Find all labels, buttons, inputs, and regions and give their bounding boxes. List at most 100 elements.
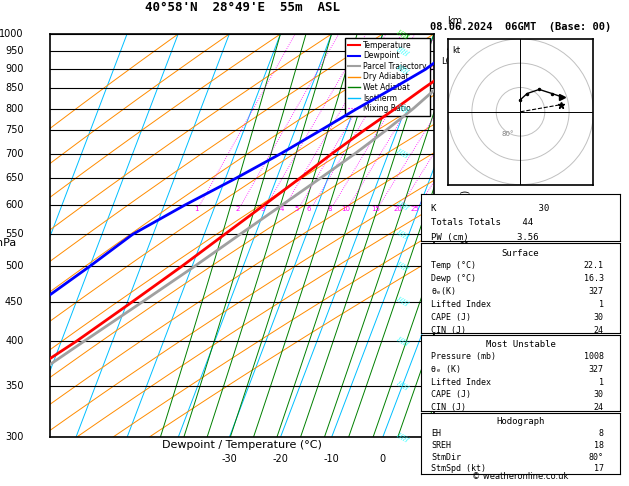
Text: 1: 1 bbox=[599, 378, 604, 386]
Text: 327: 327 bbox=[589, 364, 604, 374]
Text: 750: 750 bbox=[5, 125, 23, 136]
Text: kt: kt bbox=[452, 46, 460, 55]
Text: Most Unstable: Most Unstable bbox=[486, 340, 555, 349]
Text: /////: ///// bbox=[396, 432, 409, 443]
Text: 300: 300 bbox=[5, 433, 23, 442]
Text: 550: 550 bbox=[5, 229, 23, 239]
X-axis label: Dewpoint / Temperature (°C): Dewpoint / Temperature (°C) bbox=[162, 440, 322, 450]
Text: CAPE (J): CAPE (J) bbox=[431, 390, 471, 399]
Text: /////: ///// bbox=[396, 148, 409, 159]
Text: 700: 700 bbox=[5, 149, 23, 158]
Text: /////: ///// bbox=[396, 335, 409, 347]
Text: 16.3: 16.3 bbox=[584, 274, 604, 283]
Text: 80°: 80° bbox=[501, 131, 513, 137]
Text: PW (cm)         3.56: PW (cm) 3.56 bbox=[431, 233, 539, 242]
Text: hPa: hPa bbox=[0, 238, 16, 248]
Text: Totals Totals    44: Totals Totals 44 bbox=[431, 218, 533, 227]
Text: /////: ///// bbox=[396, 380, 409, 391]
Text: 8: 8 bbox=[449, 381, 455, 390]
Text: 24: 24 bbox=[594, 403, 604, 412]
Text: 80°: 80° bbox=[589, 452, 604, 462]
Text: Dewp (°C): Dewp (°C) bbox=[431, 274, 476, 283]
Text: 1000: 1000 bbox=[0, 29, 23, 39]
Text: 650: 650 bbox=[5, 174, 23, 183]
Text: 5: 5 bbox=[449, 230, 454, 239]
Text: 900: 900 bbox=[5, 64, 23, 74]
Text: 08.06.2024  06GMT  (Base: 00): 08.06.2024 06GMT (Base: 00) bbox=[430, 22, 611, 32]
Text: 20: 20 bbox=[479, 453, 491, 464]
Text: 17: 17 bbox=[594, 465, 604, 473]
Text: 850: 850 bbox=[5, 84, 23, 93]
Text: θₑ (K): θₑ (K) bbox=[431, 364, 461, 374]
Text: SREH: SREH bbox=[431, 441, 452, 450]
Text: /////: ///// bbox=[396, 46, 409, 57]
Text: 10: 10 bbox=[428, 453, 440, 464]
Text: 450: 450 bbox=[5, 296, 23, 307]
Text: CIN (J): CIN (J) bbox=[431, 403, 466, 412]
Text: 4: 4 bbox=[449, 201, 454, 209]
Text: 25: 25 bbox=[411, 206, 420, 212]
Text: -10: -10 bbox=[324, 453, 340, 464]
Text: ASL: ASL bbox=[447, 42, 465, 52]
Text: 15: 15 bbox=[371, 206, 380, 212]
Text: 400: 400 bbox=[5, 336, 23, 346]
Legend: Temperature, Dewpoint, Parcel Trajectory, Dry Adiabat, Wet Adiabat, Isotherm, Mi: Temperature, Dewpoint, Parcel Trajectory… bbox=[345, 38, 430, 116]
Text: /////: ///// bbox=[396, 200, 409, 211]
Text: Surface: Surface bbox=[502, 249, 539, 258]
Text: CIN (J): CIN (J) bbox=[431, 326, 466, 335]
Text: LCL: LCL bbox=[442, 57, 457, 67]
Text: 40°58'N  28°49'E  55m  ASL: 40°58'N 28°49'E 55m ASL bbox=[145, 1, 340, 14]
Text: 1: 1 bbox=[599, 300, 604, 309]
Text: /////: ///// bbox=[396, 260, 409, 272]
Text: 7: 7 bbox=[449, 336, 455, 346]
Text: 5.5: 5.5 bbox=[449, 262, 462, 271]
Text: 4: 4 bbox=[279, 206, 284, 212]
Text: /////: ///// bbox=[396, 103, 409, 114]
Text: km: km bbox=[447, 16, 462, 26]
Text: θₑ(K): θₑ(K) bbox=[431, 287, 456, 296]
Text: Lifted Index: Lifted Index bbox=[431, 378, 491, 386]
Text: 3: 3 bbox=[449, 149, 455, 158]
Text: StmSpd (kt): StmSpd (kt) bbox=[431, 465, 486, 473]
Text: /////: ///// bbox=[396, 29, 409, 39]
Text: Hodograph: Hodograph bbox=[496, 417, 545, 426]
Text: /////: ///// bbox=[396, 296, 409, 307]
Text: 500: 500 bbox=[5, 261, 23, 271]
Text: 22.1: 22.1 bbox=[584, 261, 604, 270]
Text: Lifted Index: Lifted Index bbox=[431, 300, 491, 309]
Text: /////: ///// bbox=[396, 64, 409, 75]
Text: 1008: 1008 bbox=[584, 352, 604, 361]
Text: © weatheronline.co.uk: © weatheronline.co.uk bbox=[472, 472, 569, 481]
Text: 6: 6 bbox=[449, 297, 455, 306]
Text: 1: 1 bbox=[449, 65, 454, 74]
Text: 24: 24 bbox=[594, 326, 604, 335]
Text: 350: 350 bbox=[5, 381, 23, 391]
Text: Pressure (mb): Pressure (mb) bbox=[431, 352, 496, 361]
Text: 30: 30 bbox=[594, 313, 604, 322]
Text: Mixing Ratio (g/kg): Mixing Ratio (g/kg) bbox=[462, 190, 471, 282]
Text: 18: 18 bbox=[594, 441, 604, 450]
Text: 800: 800 bbox=[5, 104, 23, 114]
Text: 1: 1 bbox=[194, 206, 198, 212]
Text: 3: 3 bbox=[260, 206, 265, 212]
Text: 8: 8 bbox=[327, 206, 331, 212]
Text: -20: -20 bbox=[272, 453, 288, 464]
Text: /////: ///// bbox=[396, 229, 409, 240]
Text: K                   30: K 30 bbox=[431, 204, 550, 213]
Text: 2: 2 bbox=[235, 206, 240, 212]
Text: EH: EH bbox=[431, 429, 442, 438]
Text: 10: 10 bbox=[341, 206, 350, 212]
Text: 0: 0 bbox=[380, 453, 386, 464]
Text: 40: 40 bbox=[581, 453, 593, 464]
Text: 20: 20 bbox=[393, 206, 402, 212]
Text: 5: 5 bbox=[294, 206, 299, 212]
Text: -30: -30 bbox=[221, 453, 237, 464]
Text: 8: 8 bbox=[599, 429, 604, 438]
Text: Temp (°C): Temp (°C) bbox=[431, 261, 476, 270]
Text: 6: 6 bbox=[307, 206, 311, 212]
Text: CAPE (J): CAPE (J) bbox=[431, 313, 471, 322]
Text: 2: 2 bbox=[449, 104, 454, 113]
Text: 30: 30 bbox=[594, 390, 604, 399]
Text: StmDir: StmDir bbox=[431, 452, 461, 462]
Text: 600: 600 bbox=[5, 200, 23, 210]
